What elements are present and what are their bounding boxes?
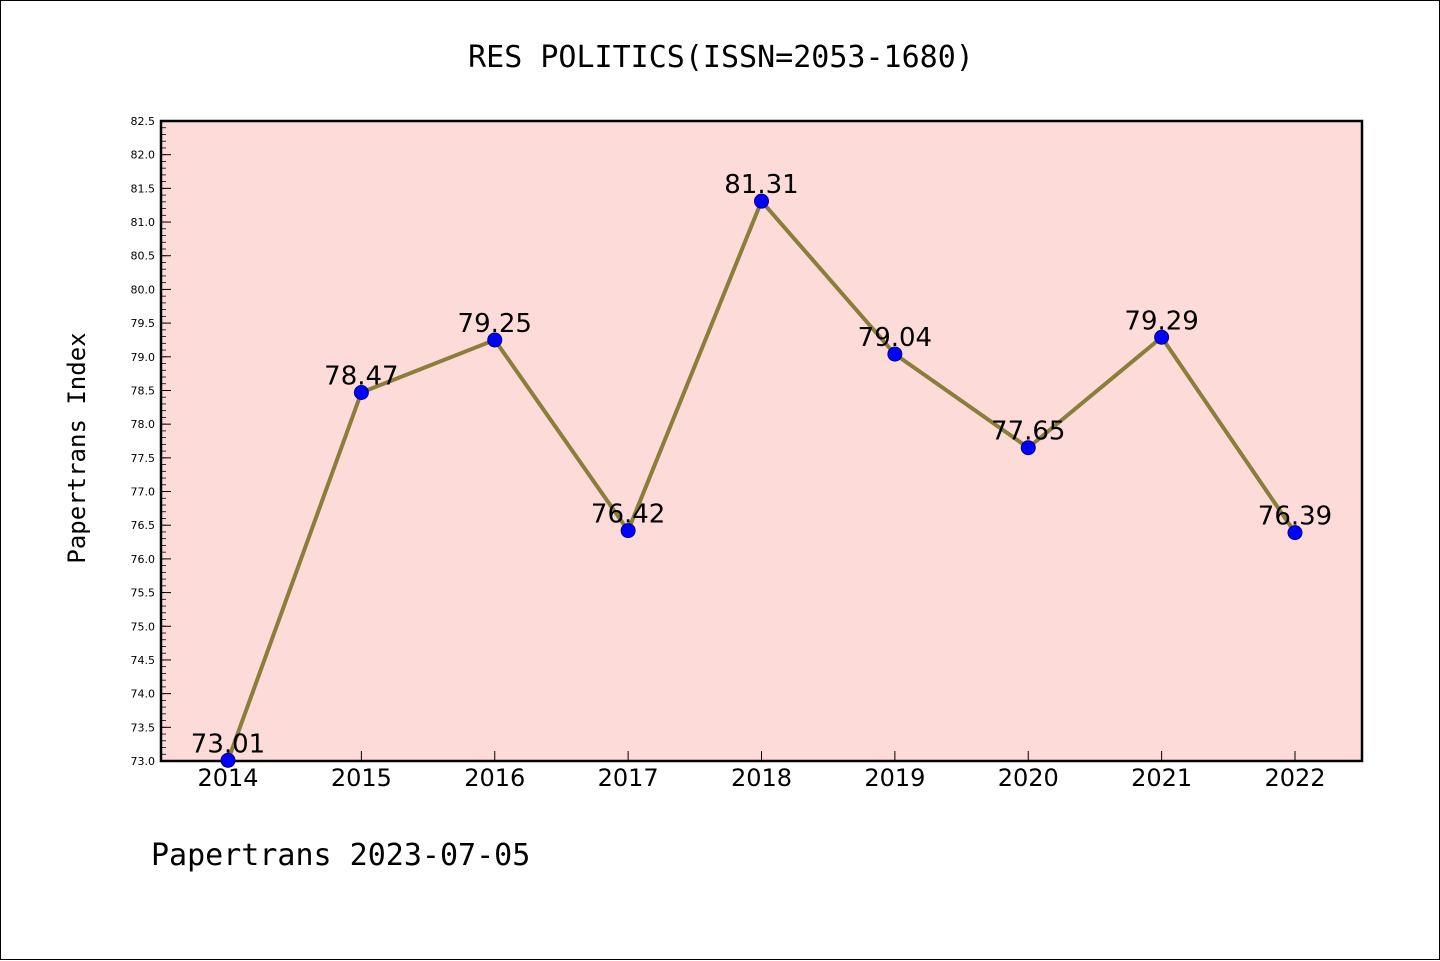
footer-text: Papertrans 2023-07-05 [151, 838, 530, 873]
x-tick-label: 2019 [864, 764, 925, 792]
y-axis-label: Papertrans Index [63, 332, 91, 563]
data-point-marker [1020, 440, 1036, 456]
y-tick-label: 81.5 [131, 182, 156, 195]
data-point-marker [1287, 525, 1303, 541]
data-label: 81.31 [724, 170, 798, 200]
y-tick-label: 77.0 [131, 486, 156, 499]
data-label: 79.29 [1124, 306, 1198, 336]
data-label: 78.47 [324, 361, 398, 391]
data-label: 79.25 [458, 309, 532, 339]
y-tick-label: 81.0 [131, 216, 156, 229]
data-label: 79.04 [858, 323, 932, 353]
chart-title: RES POLITICS(ISSN=2053-1680) [468, 40, 974, 75]
y-tick-label: 77.5 [131, 452, 156, 465]
y-tick-label: 80.0 [131, 283, 156, 296]
y-axis: 73.0 73.5 74.0 74.5 75.0 75.5 76.0 76.5 77.0 77.5… [131, 115, 171, 768]
y-tick-label: 80.5 [131, 250, 156, 263]
y-tick-label: 73.0 [131, 755, 156, 768]
data-label: 77.65 [991, 417, 1065, 447]
x-tick-label: 2017 [598, 764, 659, 792]
data-point-marker [1154, 329, 1170, 345]
x-tick-label: 2020 [998, 764, 1059, 792]
y-tick-label: 75.0 [131, 620, 156, 633]
x-tick-label: 2016 [464, 764, 525, 792]
data-point-marker [220, 752, 236, 768]
y-tick-label: 79.5 [131, 317, 156, 330]
series-line-group [220, 193, 1303, 768]
data-point-marker [754, 193, 769, 209]
y-tick-label: 82.0 [131, 149, 156, 162]
y-tick-label: 74.0 [131, 688, 156, 701]
data-label: 73.01 [191, 729, 265, 759]
y-tick-label: 82.5 [131, 115, 156, 128]
data-point-marker [353, 384, 369, 400]
y-tick-label: 75.5 [131, 587, 156, 600]
data-label: 76.39 [1258, 502, 1332, 532]
y-tick-label: 76.5 [131, 519, 156, 532]
y-tick-label: 78.5 [131, 384, 156, 397]
data-label: 76.42 [591, 500, 665, 530]
data-point-marker [487, 332, 503, 348]
x-axis: 2014 2015 2016 2017 2018 2019 2020 2021 2022 [197, 751, 1326, 792]
y-tick-label: 74.5 [131, 654, 156, 667]
y-tick-label: 78.0 [131, 418, 156, 431]
x-tick-label: 2014 [197, 764, 258, 792]
x-tick-label: 2018 [731, 764, 792, 792]
data-labels: 73.01 78.47 79.25 76.42 81.31 79.04 77.65 79.29… [191, 170, 1332, 759]
data-point-marker [887, 346, 903, 362]
y-tick-label: 79.0 [131, 351, 156, 364]
y-tick-label: 73.5 [131, 721, 156, 734]
x-tick-label: 2021 [1131, 764, 1192, 792]
y-tick-label: 76.0 [131, 553, 156, 566]
data-point-marker [620, 523, 636, 539]
x-tick-label: 2022 [1264, 764, 1325, 792]
plot-area [159, 119, 1364, 763]
x-tick-label: 2015 [331, 764, 392, 792]
